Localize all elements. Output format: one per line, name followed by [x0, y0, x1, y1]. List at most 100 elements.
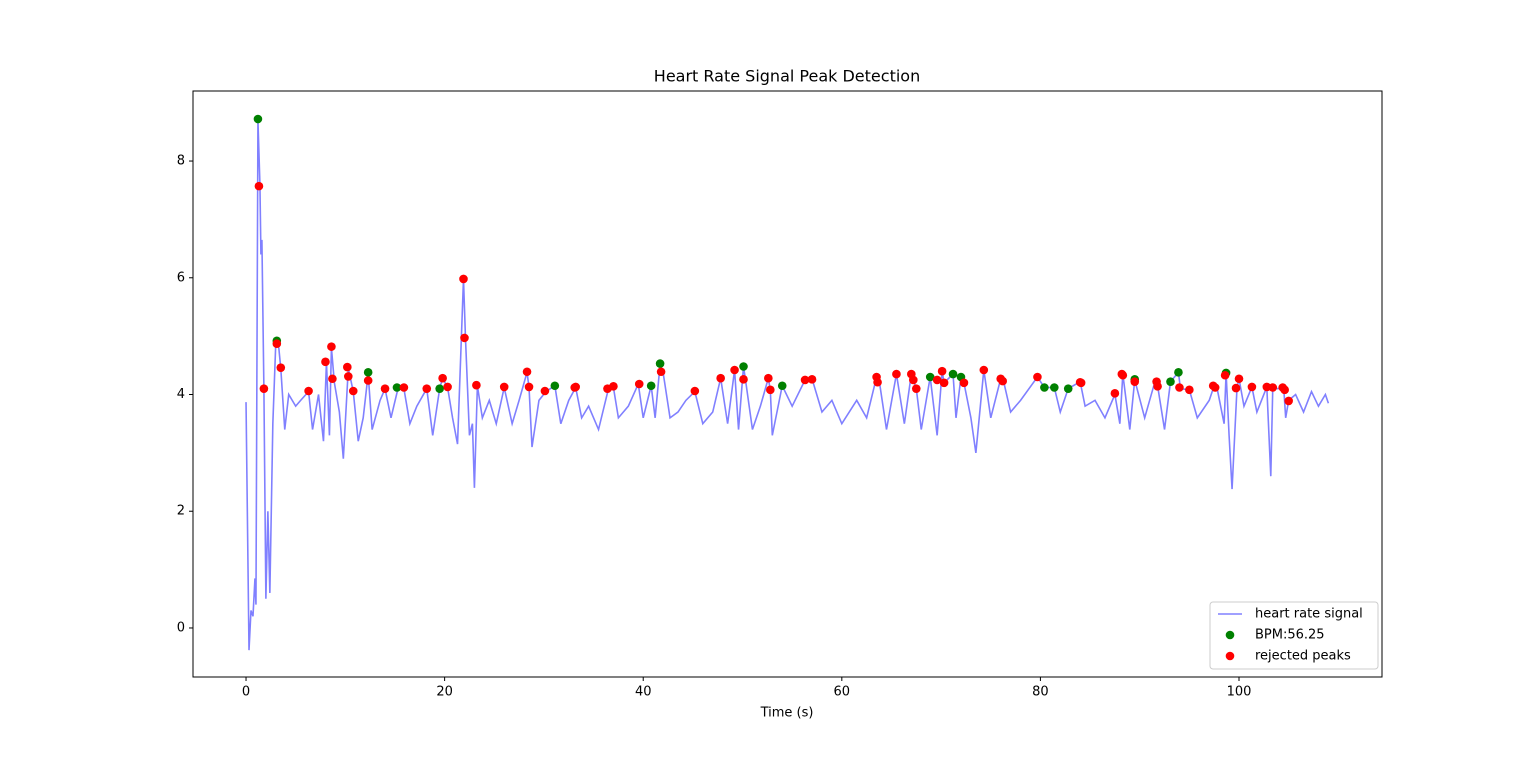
peak-point — [1284, 396, 1293, 406]
peak-point — [259, 384, 269, 393]
peak-point — [272, 339, 282, 349]
x-tick-label: 0 — [242, 685, 250, 700]
peak-point — [344, 372, 353, 381]
peak-point — [716, 373, 725, 383]
peak-point — [1130, 377, 1140, 386]
peak-point — [739, 375, 748, 384]
peak-point — [937, 366, 947, 376]
peak-point — [1076, 378, 1086, 388]
peak-point — [1210, 383, 1220, 392]
x-tick-label: 20 — [436, 685, 453, 700]
peak-point — [1040, 383, 1049, 392]
x-tick-label: 40 — [635, 685, 652, 700]
legend-swatch — [1225, 630, 1235, 640]
peak-point — [1118, 370, 1128, 380]
peak-point — [1185, 385, 1194, 395]
y-tick-label: 6 — [177, 270, 185, 285]
peak-point — [343, 362, 352, 372]
peak-point — [909, 375, 918, 385]
peak-point — [1280, 385, 1289, 395]
peak-point — [459, 274, 468, 284]
peak-point — [1153, 382, 1162, 391]
x-tick-label: 80 — [1032, 685, 1049, 700]
x-tick-label: 100 — [1227, 685, 1252, 700]
x-tick-label: 60 — [834, 685, 851, 700]
peak-point — [1175, 383, 1184, 392]
peak-point — [540, 386, 550, 396]
legend-box — [1209, 601, 1379, 670]
chart-title: Heart Rate Signal Peak Detection — [654, 67, 920, 86]
peak-point — [460, 333, 469, 343]
peak-point — [634, 379, 644, 389]
peak-point — [932, 375, 942, 385]
peak-point — [550, 381, 560, 391]
peak-point — [948, 369, 958, 379]
peak-point — [609, 382, 618, 391]
peak-point — [646, 381, 656, 391]
peak-point — [399, 383, 409, 392]
legend-label: rejected peaks — [1255, 649, 1351, 664]
peak-point — [524, 382, 534, 392]
peak-point — [939, 378, 949, 388]
peak-point — [979, 365, 989, 375]
peak-point — [1110, 389, 1120, 398]
legend-label: BPM:56.25 — [1255, 628, 1325, 643]
peak-point — [363, 368, 373, 377]
legend-swatch — [1225, 651, 1235, 661]
y-tick-label: 2 — [177, 504, 185, 519]
legend-label: heart rate signal — [1255, 607, 1363, 622]
peak-point — [1033, 372, 1042, 382]
peak-point — [304, 386, 313, 396]
peak-point — [435, 384, 444, 393]
peak-point — [690, 386, 700, 396]
peak-point — [1231, 383, 1241, 393]
peak-point — [959, 378, 969, 388]
peak-point — [1063, 384, 1073, 393]
peak-point — [422, 384, 432, 393]
peak-point — [443, 382, 452, 392]
peak-point — [380, 384, 390, 393]
peak-point — [499, 382, 509, 392]
x-axis-label: Time (s) — [760, 706, 814, 721]
peak-point — [363, 376, 373, 385]
peak-point — [1268, 383, 1278, 392]
peak-point — [655, 359, 665, 368]
peak-point — [739, 362, 748, 371]
peak-point — [998, 376, 1007, 386]
peak-point — [438, 373, 447, 383]
peak-point — [1174, 368, 1183, 377]
peak-point — [730, 365, 739, 375]
peak-point — [321, 357, 330, 367]
peak-point — [892, 369, 901, 379]
peak-point — [807, 375, 817, 384]
peak-point — [1050, 383, 1059, 392]
peak-point — [276, 363, 286, 372]
peak-point — [800, 375, 810, 385]
peak-point — [873, 377, 882, 387]
peak-point — [571, 382, 580, 392]
plot-frame — [192, 90, 1383, 678]
peak-point — [911, 384, 921, 393]
peak-point — [472, 380, 481, 390]
peak-point — [766, 385, 775, 395]
peak-point — [925, 372, 935, 382]
peak-point — [1234, 374, 1244, 384]
peak-point — [764, 373, 773, 383]
peak-point — [327, 342, 336, 351]
y-tick-label: 4 — [177, 387, 185, 402]
peak-point — [254, 181, 264, 191]
peak-point — [328, 374, 337, 384]
peak-point — [777, 381, 787, 391]
peak-point — [1220, 370, 1230, 380]
peak-point — [348, 386, 358, 396]
y-tick-label: 0 — [177, 620, 185, 635]
peak-point — [656, 367, 666, 377]
peak-point — [1247, 382, 1257, 392]
peak-point — [522, 367, 532, 377]
y-tick-label: 8 — [177, 154, 185, 169]
peak-point — [1166, 377, 1175, 386]
peak-point — [253, 114, 263, 124]
peak-point — [392, 383, 402, 392]
